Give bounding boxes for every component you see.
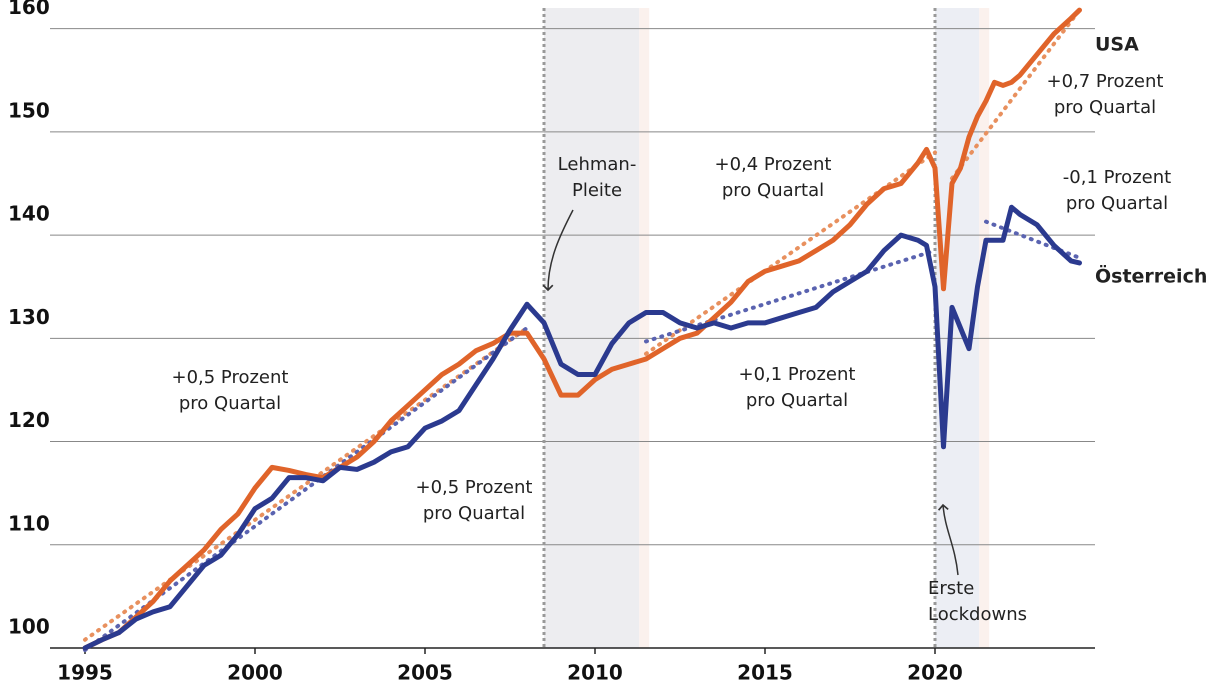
annotation: -0,1 Prozent — [1063, 167, 1171, 188]
y-tick-label: 100 — [8, 615, 50, 639]
y-tick-label: 140 — [8, 202, 50, 226]
shaded-edge — [979, 8, 990, 648]
series-label: Österreich — [1095, 264, 1207, 288]
x-tick-label: 2005 — [397, 661, 453, 685]
trend-line — [644, 150, 937, 356]
annotation: Lockdowns — [928, 604, 1027, 625]
annotation: +0,7 Prozent — [1047, 71, 1164, 92]
annotation: pro Quartal — [423, 503, 525, 524]
annotation: +0,4 Prozent — [715, 154, 832, 175]
y-tick-label: 160 — [8, 0, 50, 19]
series-line — [82, 204, 1082, 651]
annotation: pro Quartal — [1066, 193, 1168, 214]
arrow — [937, 503, 959, 576]
x-tick-label: 2010 — [567, 661, 623, 685]
annotation: pro Quartal — [1054, 97, 1156, 118]
annotation: pro Quartal — [722, 180, 824, 201]
y-tick-label: 120 — [8, 408, 50, 432]
arrow — [542, 209, 574, 292]
annotation: +0,1 Prozent — [739, 364, 856, 385]
annotation: pro Quartal — [746, 390, 848, 411]
y-tick-label: 110 — [8, 511, 50, 535]
annotation: +0,5 Prozent — [172, 367, 289, 388]
annotation: Lehman- — [558, 154, 637, 175]
x-tick-label: 2015 — [737, 661, 793, 685]
x-tick-label: 2020 — [907, 661, 963, 685]
annotation: pro Quartal — [179, 393, 281, 414]
annotation: Pleite — [572, 180, 622, 201]
annotation: Erste — [928, 578, 974, 599]
x-tick-label: 1995 — [57, 661, 113, 685]
trend-line — [83, 326, 529, 653]
x-tick-label: 2000 — [227, 661, 283, 685]
trend-line — [984, 219, 1082, 260]
annotation: +0,5 Prozent — [416, 477, 533, 498]
y-tick-label: 150 — [8, 98, 50, 122]
y-tick-label: 130 — [8, 305, 50, 329]
shaded-edge — [639, 8, 650, 648]
series-line — [82, 7, 1082, 651]
trend-line — [950, 8, 1082, 181]
background-layer — [50, 8, 1095, 654]
series-label: USA — [1095, 34, 1139, 56]
